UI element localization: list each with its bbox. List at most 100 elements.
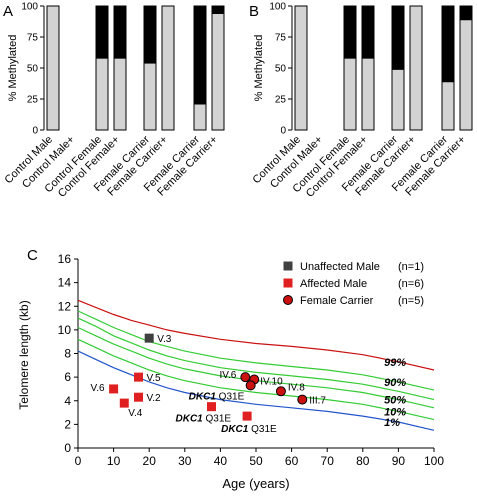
panel-c-point-label: IV.10 (260, 376, 283, 387)
panel-c-ytick-label: 12 (58, 299, 72, 313)
panel-b-letter: B (249, 3, 259, 20)
panel-c-ytick-label: 10 (58, 323, 72, 337)
panel-b-bar-unmethylated (361, 57, 375, 131)
panel-c-point-label: III.7 (309, 396, 326, 407)
panel-b-ytick-label: 0 (280, 126, 286, 137)
panel-b-bar-methylated (391, 5, 405, 70)
panel-b-bar-methylated (361, 5, 375, 59)
panel-c-percentile-curve (77, 338, 435, 421)
panel-a-letter: A (3, 3, 13, 20)
panel-c-point-affected-male (134, 392, 144, 402)
panel-c-xtick-label: 80 (356, 454, 370, 468)
panel-c-percentile-label: 10% (384, 406, 406, 418)
panel-a-ytick-label: 100 (21, 2, 38, 13)
panel-c-point-affected-male (134, 372, 144, 382)
panel-c-xtick-label: 100 (424, 454, 444, 468)
panel-b-bar-methylated (459, 5, 473, 21)
panel-c-ytick-label: 0 (64, 441, 71, 455)
panel-b-bar-unmethylated (391, 68, 405, 131)
panel-b-bar-unmethylated (343, 57, 357, 131)
panel-a-bar-unmethylated (193, 103, 207, 131)
panel-c-legend-count: (n=6) (398, 278, 424, 290)
panel-a-bar-unmethylated (143, 62, 157, 131)
panel-b-bar-unmethylated (441, 81, 455, 131)
panel-c-point-label: V.6 (91, 383, 106, 394)
panel-c-legend-marker (283, 295, 293, 305)
panel-c-percentile-curve (77, 310, 435, 391)
panel-c-point-affected-male (242, 411, 252, 421)
panel-a-bar-unmethylated (46, 5, 60, 131)
panel-c-point-female-carrier (240, 372, 251, 383)
variant-name: Q31E (203, 414, 232, 425)
panel-c-xtick-label: 20 (143, 454, 157, 468)
panel-c-mutation-annotation: DKC1 Q31E (189, 391, 245, 402)
panel-c-xtick-label: 90 (392, 454, 406, 468)
panel-c-ytick-label: 4 (64, 394, 71, 408)
panel-b-bar-methylated (343, 5, 357, 59)
panel-a-bar-unmethylated (113, 57, 127, 131)
variant-name: Q31E (216, 391, 245, 402)
panel-c-point-female-carrier (297, 394, 308, 405)
panel-c-letter: C (27, 247, 38, 264)
panel-b-ylabel: % Methylated (253, 35, 265, 102)
panel-c-percentile-curve (77, 299, 435, 371)
panel-c-xtick-label: 50 (249, 454, 263, 468)
gene-name: DKC1 (189, 391, 217, 402)
panel-a-bar-unmethylated (161, 5, 175, 131)
panel-c-mutation-annotation: DKC1 Q31E (176, 414, 232, 425)
panel-a-bar-methylated (211, 5, 225, 14)
panel-b-ytick-label: 75 (275, 33, 287, 44)
gene-name: DKC1 (176, 414, 204, 425)
panel-a-ytick-label: 0 (32, 126, 38, 137)
panel-c-mutation-annotation: DKC1 Q31E (221, 424, 277, 435)
panel-c-point-label: V.5 (147, 373, 162, 384)
panel-a-bar-methylated (143, 5, 157, 64)
panel-a-ylabel: % Methylated (7, 35, 19, 102)
panel-c-legend-label: Female Carrier (300, 295, 374, 307)
panel-c-point-unaffected-male (144, 333, 154, 343)
panel-c-xtick-label: 0 (75, 454, 82, 468)
panel-b-bar-unmethylated (294, 5, 308, 131)
panel-a-bar-unmethylated (95, 57, 109, 131)
panel-b-ytick-label: 100 (269, 2, 286, 13)
panel-c-percentile-curve (77, 317, 435, 401)
panel-a-ytick-label: 25 (27, 95, 39, 106)
panel-b-bar-unmethylated (459, 19, 473, 131)
panel-c-xtick-label: 60 (285, 454, 299, 468)
panel-c-xtick-label: 40 (214, 454, 228, 468)
panel-c-ytick-label: 8 (64, 347, 71, 361)
panel-a-bar-methylated (113, 5, 127, 59)
variant-name: Q31E (248, 424, 277, 435)
panel-c-ylabel: Telomere length (kb) (17, 300, 31, 409)
panel-c-xlabel: Age (years) (222, 476, 289, 491)
panel-c-point-label: V.4 (128, 408, 143, 419)
panel-c-point-label: V.3 (157, 334, 172, 345)
panel-a-bar-methylated (193, 5, 207, 105)
panel-c-point-affected-male (207, 402, 216, 412)
panel-a-ytick-label: 75 (27, 33, 39, 44)
panel-c-point-affected-male (109, 384, 119, 394)
panel-c-point-affected-male (119, 398, 129, 408)
panel-c-point-label: IV.8 (288, 382, 305, 393)
panel-c-point-female-carrier (275, 386, 286, 397)
panel-c-percentile-label: 50% (384, 395, 406, 407)
panel-c-legend-count: (n=5) (398, 295, 424, 307)
panel-c-legend-label: Unaffected Male (300, 261, 380, 273)
panel-c-ytick-label: 2 (64, 417, 71, 431)
panel-b-bar-unmethylated (409, 5, 423, 131)
panel-a-bar-methylated (95, 5, 109, 59)
panel-b-ytick-label: 50 (275, 64, 287, 75)
panel-c-percentile-label: 99% (384, 357, 406, 369)
panel-c-percentile-curve (77, 350, 435, 431)
panel-c-xtick-label: 10 (107, 454, 121, 468)
panel-c-telomere-chart: Telomere length (kb) Age (years) 0 2 4 6 8 10 12… (17, 252, 444, 491)
gene-name: DKC1 (221, 424, 249, 435)
panel-c-percentile-label: 90% (384, 377, 406, 389)
panel-c-ytick-label: 14 (58, 276, 72, 290)
panel-c-percentile-curve (77, 326, 435, 409)
panel-c-ytick-label: 6 (64, 370, 71, 384)
panel-c-legend-count: (n=1) (398, 261, 424, 273)
